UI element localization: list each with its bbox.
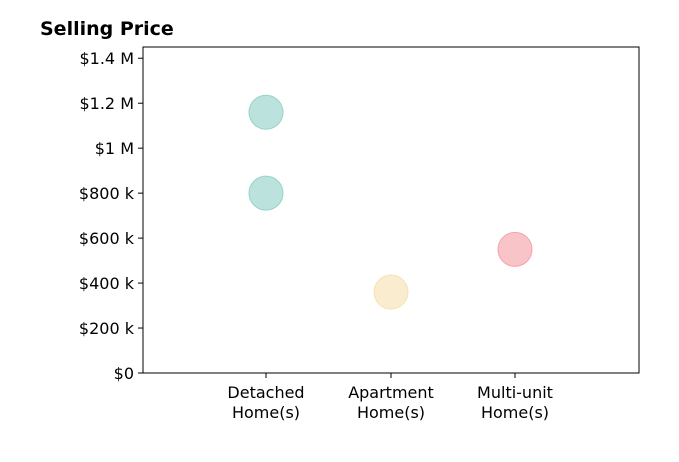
y-tick-label: $600 k (79, 229, 135, 248)
y-tick-label: $400 k (79, 274, 135, 293)
x-axis: Detached Home(s)Apartment Home(s)Multi-uni… (227, 373, 553, 422)
x-tick-label: Detached Home(s) (227, 383, 304, 422)
data-point (373, 274, 409, 310)
x-tick-label-line: Home(s) (232, 403, 300, 422)
y-tick-label: $1.4 M (79, 49, 134, 68)
x-tick-label-line: Home(s) (481, 403, 549, 422)
data-point (248, 175, 284, 211)
y-tick-label: $200 k (79, 319, 135, 338)
y-tick-label: $1.2 M (79, 94, 134, 113)
y-tick-label: $800 k (79, 184, 135, 203)
x-tick-label: Multi-unit Home(s) (477, 383, 553, 422)
y-tick-label: $0 (114, 364, 134, 383)
x-tick-label-line: Apartment (348, 383, 434, 402)
plot-area-frame (142, 46, 640, 374)
chart-title: Selling Price (40, 18, 174, 40)
x-tick-label-line: Multi-unit (477, 383, 553, 402)
x-tick-label-line: Home(s) (357, 403, 425, 422)
y-axis: $0 $200 k $400 k $600 k $800 k $1 M $1.2 M $1.4… (79, 49, 143, 383)
x-tick-label-line: Detached (227, 383, 304, 402)
data-points (248, 94, 533, 310)
y-tick-label: $1 M (95, 139, 134, 158)
data-point (497, 231, 533, 267)
data-point (248, 94, 284, 130)
x-tick-label: Apartment Home(s) (348, 383, 434, 422)
